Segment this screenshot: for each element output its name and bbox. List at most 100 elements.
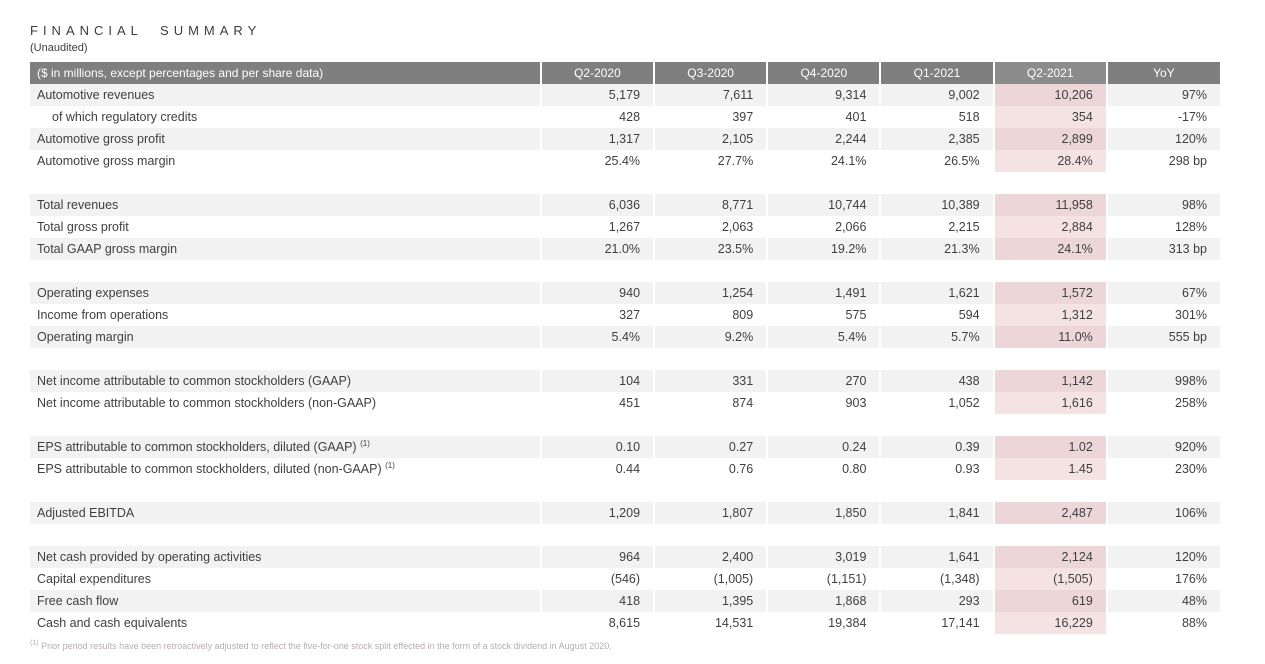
header-cell-q1-2021: Q1-2021 <box>879 61 994 84</box>
value-cell: 9.2% <box>653 325 768 348</box>
spacer-row <box>30 413 1220 436</box>
row-label: Automotive gross profit <box>30 127 541 150</box>
value-cell: 1.45 <box>992 457 1107 480</box>
footnote-marker: (1) <box>30 639 39 647</box>
spacer-row <box>30 479 1220 502</box>
value-cell: 1,267 <box>539 215 655 238</box>
footnote-marker: (1) <box>385 460 395 470</box>
value-cell: 7,611 <box>653 83 768 106</box>
value-cell: 2,400 <box>653 545 768 568</box>
value-cell: 301% <box>1105 303 1220 326</box>
value-cell: 2,066 <box>766 215 881 238</box>
value-cell: 106% <box>1105 501 1220 524</box>
header-cell-q2-2020: Q2-2020 <box>539 61 655 84</box>
value-cell: 48% <box>1105 589 1220 612</box>
table-row: Income from operations 327 809 575 594 1,312 3… <box>30 303 1220 326</box>
footnote-text: Prior period results have been retroacti… <box>41 640 612 651</box>
row-label: Automotive revenues <box>30 83 541 106</box>
table-row: EPS attributable to common stockholders,… <box>30 435 1220 458</box>
table-row: Net cash provided by operating activitie… <box>30 545 1220 568</box>
header-cell-q3-2020: Q3-2020 <box>653 61 768 84</box>
row-label: Cash and cash equivalents <box>30 611 541 634</box>
table-row: Cash and cash equivalents 8,615 14,531 19,3… <box>30 611 1220 634</box>
value-cell: 1,572 <box>992 281 1107 304</box>
value-cell: 903 <box>766 391 881 414</box>
value-cell: 2,487 <box>992 501 1107 524</box>
value-cell: 1,052 <box>879 391 994 414</box>
footnote-marker: (1) <box>360 438 370 448</box>
table-row: EPS attributable to common stockholders,… <box>30 457 1220 480</box>
value-cell: 0.76 <box>653 457 768 480</box>
value-cell: 964 <box>539 545 655 568</box>
value-cell: 16,229 <box>992 611 1107 634</box>
value-cell: 176% <box>1105 567 1220 590</box>
value-cell: 14,531 <box>653 611 768 634</box>
row-label: EPS attributable to common stockholders,… <box>30 435 541 458</box>
value-cell: (1,005) <box>653 567 768 590</box>
value-cell: 5.7% <box>879 325 994 348</box>
value-cell: 451 <box>539 391 655 414</box>
value-cell: 26.5% <box>879 149 994 172</box>
table-row: Free cash flow 418 1,395 1,868 293 619 48% <box>30 589 1220 612</box>
value-cell: 920% <box>1105 435 1220 458</box>
value-cell: 25.4% <box>539 149 655 172</box>
value-cell: 293 <box>879 589 994 612</box>
value-cell: (1,348) <box>879 567 994 590</box>
value-cell: 98% <box>1105 193 1220 216</box>
value-cell: 555 bp <box>1105 325 1220 348</box>
value-cell: 27.7% <box>653 149 768 172</box>
value-cell: 104 <box>539 369 655 392</box>
value-cell: 418 <box>539 589 655 612</box>
value-cell: 6,036 <box>539 193 655 216</box>
row-label: Adjusted EBITDA <box>30 501 541 524</box>
value-cell: 0.44 <box>539 457 655 480</box>
value-cell: 11,958 <box>992 193 1107 216</box>
value-cell: 1,868 <box>766 589 881 612</box>
value-cell: 1,395 <box>653 589 768 612</box>
row-label: Net income attributable to common stockh… <box>30 391 541 414</box>
table-row: Automotive gross margin 25.4% 27.7% 24.1% 26… <box>30 149 1220 172</box>
table-row: Operating margin 5.4% 9.2% 5.4% 5.7% 11.0% 555… <box>30 325 1220 348</box>
value-cell: 1,621 <box>879 281 994 304</box>
value-cell: 17,141 <box>879 611 994 634</box>
value-cell: 2,385 <box>879 127 994 150</box>
value-cell: 120% <box>1105 127 1220 150</box>
spacer-row <box>30 171 1220 194</box>
value-cell: 230% <box>1105 457 1220 480</box>
table-row: Automotive revenues 5,179 7,611 9,314 9,002 1… <box>30 83 1220 106</box>
page-title: FINANCIAL SUMMARY <box>30 23 262 38</box>
value-cell: 1,850 <box>766 501 881 524</box>
header-cell-yoy: YoY <box>1105 61 1220 84</box>
value-cell: 28.4% <box>992 149 1107 172</box>
value-cell: 9,002 <box>879 83 994 106</box>
value-cell: 0.27 <box>653 435 768 458</box>
row-label: Net income attributable to common stockh… <box>30 369 541 392</box>
value-cell: 11.0% <box>992 325 1107 348</box>
table-row: Adjusted EBITDA 1,209 1,807 1,850 1,841 2,487… <box>30 501 1220 524</box>
value-cell: 1,142 <box>992 369 1107 392</box>
value-cell: 354 <box>992 105 1107 128</box>
value-cell: 1,641 <box>879 545 994 568</box>
value-cell: 874 <box>653 391 768 414</box>
row-label: EPS attributable to common stockholders,… <box>30 457 541 480</box>
value-cell: 518 <box>879 105 994 128</box>
value-cell: 120% <box>1105 545 1220 568</box>
value-cell: 619 <box>992 589 1107 612</box>
row-label: Total GAAP gross margin <box>30 237 541 260</box>
value-cell: 298 bp <box>1105 149 1220 172</box>
value-cell: 24.1% <box>766 149 881 172</box>
value-cell: 24.1% <box>992 237 1107 260</box>
value-cell: 2,105 <box>653 127 768 150</box>
value-cell: 438 <box>879 369 994 392</box>
value-cell: 1,312 <box>992 303 1107 326</box>
value-cell: 67% <box>1105 281 1220 304</box>
value-cell: 2,884 <box>992 215 1107 238</box>
value-cell: 809 <box>653 303 768 326</box>
value-cell: 1,841 <box>879 501 994 524</box>
value-cell: 258% <box>1105 391 1220 414</box>
row-label: Total revenues <box>30 193 541 216</box>
table-row: Net income attributable to common stockh… <box>30 369 1220 392</box>
value-cell: 1,491 <box>766 281 881 304</box>
spacer-row <box>30 523 1220 546</box>
